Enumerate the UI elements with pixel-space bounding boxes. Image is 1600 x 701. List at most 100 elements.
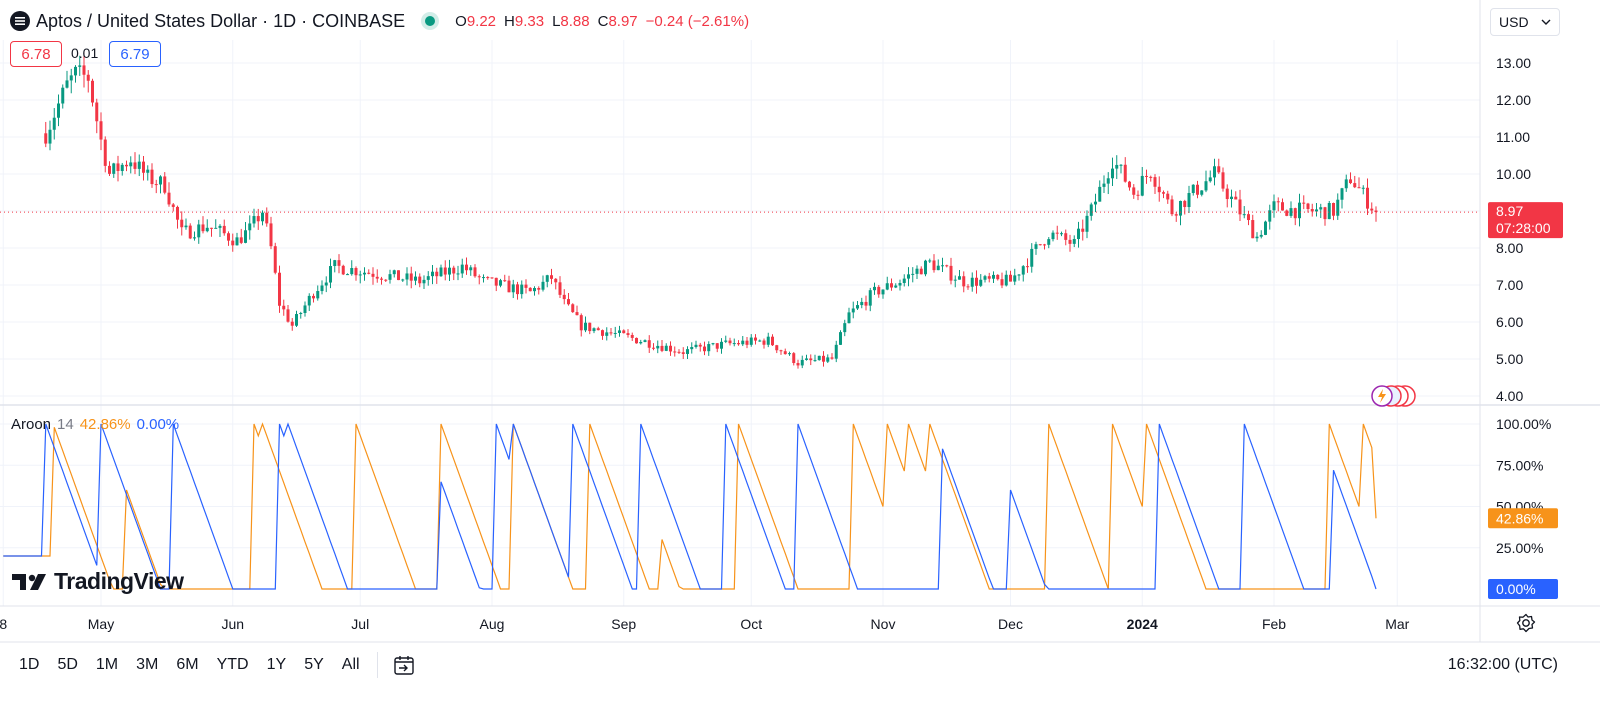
candle-body <box>902 278 906 284</box>
timeframe-6m[interactable]: 6M <box>176 655 199 673</box>
candle-body <box>1055 232 1059 234</box>
candle-body <box>163 176 167 193</box>
candle-body <box>732 343 736 345</box>
candle-body <box>448 267 451 275</box>
candle-body <box>108 165 111 174</box>
candle-body <box>885 283 889 290</box>
candle-body <box>78 65 82 67</box>
candle-body <box>358 274 362 276</box>
candle-body <box>176 206 179 220</box>
candle-body <box>120 164 124 172</box>
candle-body <box>928 260 932 262</box>
aroon-axis-label: 25.00% <box>1496 540 1543 556</box>
calendar-goto-icon[interactable] <box>392 653 416 677</box>
time-axis-label: Dec <box>998 616 1023 632</box>
candle-body <box>618 330 621 333</box>
currency-label: USD <box>1499 14 1529 30</box>
axes: 13.0012.0011.0010.009.008.007.006.005.00… <box>0 0 1600 643</box>
candle-body <box>698 344 702 347</box>
candle-body <box>231 240 235 246</box>
timeframe-1d[interactable]: 1D <box>19 655 40 673</box>
candle-body <box>1268 210 1272 222</box>
candle-body <box>771 336 774 346</box>
candle-body <box>575 312 579 316</box>
candle-body <box>635 337 638 344</box>
candle-body <box>282 305 286 310</box>
timeframe-1y[interactable]: 1Y <box>266 655 287 673</box>
candle-body <box>1051 232 1055 240</box>
candle-body <box>898 283 902 286</box>
news-flags[interactable] <box>1371 385 1416 407</box>
symbol-title[interactable]: Aptos / United States Dollar · 1D · COIN… <box>36 10 406 31</box>
candle-body <box>737 343 740 345</box>
candle-body <box>775 345 779 351</box>
candle-body <box>1026 266 1029 268</box>
settings-gear-icon[interactable] <box>1515 612 1537 634</box>
aroon-axis-label: 75.00% <box>1496 457 1543 473</box>
candle-body <box>728 340 732 344</box>
aroon-legend[interactable]: Aroon 14 42.86% 0.00% <box>11 416 180 433</box>
candle-body <box>911 273 915 275</box>
candle-body <box>261 212 264 222</box>
candle-body <box>686 349 689 354</box>
countdown-label: 07:28:00 <box>1496 220 1551 236</box>
candle-body <box>1221 172 1225 189</box>
candle-body <box>605 332 609 336</box>
price-axis-label: 13.00 <box>1496 55 1531 71</box>
candle-body <box>494 277 498 286</box>
candle-body <box>222 225 226 234</box>
candle-body <box>482 277 485 279</box>
grid <box>0 40 1480 606</box>
candle-body <box>966 286 970 288</box>
candle-body <box>694 344 698 348</box>
candle-body <box>1276 201 1280 203</box>
candle-body <box>1306 203 1310 210</box>
candle-body <box>1281 202 1284 211</box>
candle-body <box>754 337 757 341</box>
timeframe-3m[interactable]: 3M <box>136 655 159 673</box>
candle-body <box>363 272 366 275</box>
candle-body <box>788 353 791 355</box>
price-axis-label: 6.00 <box>1496 314 1523 330</box>
timeframe-1m[interactable]: 1M <box>95 655 119 673</box>
candle-body <box>673 351 677 353</box>
candle-body <box>1208 177 1212 182</box>
candle-body <box>1349 179 1352 184</box>
candle-body <box>48 129 52 144</box>
aptos-logo-icon[interactable] <box>10 11 30 31</box>
sell-price-button[interactable]: 6.78 <box>10 41 62 67</box>
candle-body <box>435 271 439 277</box>
candle-body <box>1340 188 1344 200</box>
candle-body <box>129 162 133 167</box>
candle-body <box>371 273 375 277</box>
currency-select[interactable]: USD <box>1490 8 1560 36</box>
candle-body <box>588 322 592 332</box>
candle-body <box>792 353 796 364</box>
candle-body <box>626 333 630 335</box>
candle-body <box>537 287 541 290</box>
candle-body <box>809 358 813 361</box>
buy-price-button[interactable]: 6.79 <box>109 41 161 67</box>
tradingview-logo[interactable]: TradingView <box>12 568 184 595</box>
candle-body <box>150 169 154 185</box>
candle-body <box>350 268 354 275</box>
candle-body <box>1162 192 1165 194</box>
candle-body <box>392 270 396 275</box>
timeframe-5d[interactable]: 5D <box>57 655 78 673</box>
utc-clock[interactable]: 16:32:00 (UTC) <box>1447 655 1558 673</box>
candle-body <box>418 276 422 284</box>
timeframe-ytd[interactable]: YTD <box>216 655 249 673</box>
timeframe-5y[interactable]: 5Y <box>304 655 324 673</box>
candle-body <box>320 285 324 292</box>
candle-body <box>945 265 949 267</box>
candle-body <box>949 265 953 281</box>
candle-body <box>1149 176 1153 178</box>
candle-body <box>477 276 481 278</box>
candle-body <box>1255 236 1259 239</box>
time-axis-label: Jul <box>351 616 369 632</box>
candle-body <box>269 223 273 247</box>
candle-body <box>983 276 987 280</box>
timeframe-all[interactable]: All <box>341 655 360 673</box>
candle-body <box>1361 187 1365 189</box>
